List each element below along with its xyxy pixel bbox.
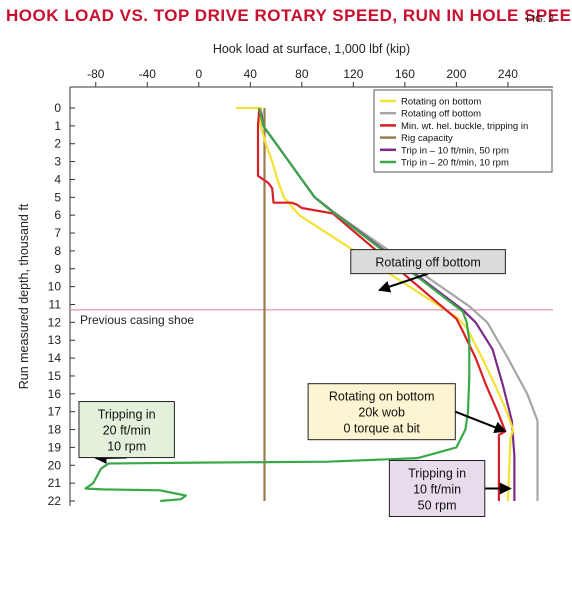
x-tick-label: -80 [87,67,105,81]
y-tick-label: 16 [48,387,62,401]
y-tick-label: 5 [54,190,61,204]
annotation-text: 0 torque at bit [343,422,420,436]
y-tick-label: 18 [48,423,62,437]
annotation-text: 20 ft/min [103,424,151,438]
y-tick-label: 12 [48,315,62,329]
y-tick-label: 13 [48,333,62,347]
annotation-box [350,249,506,275]
annotation-text: 10 rpm [107,440,146,454]
x-tick-label: 0 [195,67,202,81]
legend-entry: Trip in – 20 ft/min, 10 rpm [401,158,509,169]
annotation-text: 20k wob [358,406,405,420]
y-tick-label: 0 [54,101,61,115]
annotation-text: Rotating off bottom [375,256,480,270]
series-line [236,106,515,502]
y-tick-label: 4 [54,172,61,186]
x-tick-label: 200 [446,67,466,81]
y-tick-label: 10 [48,280,62,294]
annotation-text: Tripping in [98,408,156,422]
y-tick-label: 14 [48,351,62,365]
annotation: Rotating off bottom [350,249,506,293]
chart-title: HOOK LOAD VS. TOP DRIVE ROTARY SPEED, RU… [6,6,572,25]
y-tick-label: 15 [48,369,62,383]
x-axis-label: Hook load at surface, 1,000 lbf (kip) [213,42,410,56]
legend-entry: Min. wt. hel. buckle, tripping in [401,121,528,132]
annotation-text: Tripping in [408,466,466,480]
y-tick-label: 7 [54,226,61,240]
legend-entry: Trip in – 10 ft/min, 50 rpm [401,145,509,156]
series-line [84,107,471,503]
annotation-box [388,459,486,517]
x-tick-label: 80 [295,67,309,81]
annotation: Rotating on bottom 20k wob 0 torque at bit [307,383,507,441]
y-tick-label: 3 [54,155,61,169]
y-tick-label: 17 [48,405,62,419]
y-tick-label: 19 [48,440,62,454]
y-axis-label: Run measured depth, thousand ft [17,203,31,389]
legend-box [373,89,553,173]
figure-label: FIG. 2 [526,14,554,25]
x-tick-label: 40 [244,67,258,81]
annotation-text: Rotating on bottom [329,390,435,404]
series-line [256,107,507,501]
y-tick-label: 6 [54,208,61,222]
y-tick-label: 21 [48,476,62,490]
y-tick-label: 22 [48,494,62,508]
y-tick-label: 1 [54,119,61,133]
x-tick-label: 240 [498,67,518,81]
annotation-text: 50 rpm [418,498,457,512]
annotation: Tripping in 10 ft/min 50 rpm [388,459,512,517]
x-tick-label: 160 [395,67,415,81]
annotation: Tripping in 20 ft/min 10 rpm [78,401,175,464]
annotation-box [307,383,456,441]
annotation-arrow [377,272,429,293]
y-tick-label: 9 [54,262,61,276]
y-tick-label: 8 [54,244,61,258]
casing-shoe-label: Previous casing shoe [80,313,194,327]
annotation-box [78,401,175,459]
x-tick-label: 120 [343,67,363,81]
annotation-text: 10 ft/min [413,482,461,496]
legend-entry: Rotating on bottom [401,97,481,108]
legend-entry: Rig capacity [401,133,453,144]
annotation-arrow [454,410,507,433]
y-tick-label: 20 [48,458,62,472]
x-tick-label: -40 [139,67,157,81]
legend-entry: Rotating off bottom [401,109,481,120]
y-tick-label: 2 [54,137,61,151]
y-tick-label: 11 [49,298,62,312]
